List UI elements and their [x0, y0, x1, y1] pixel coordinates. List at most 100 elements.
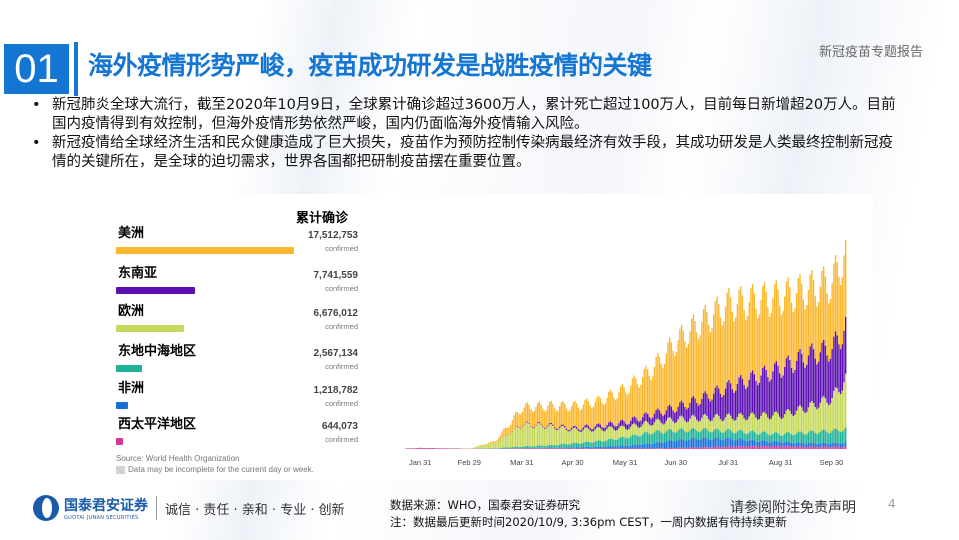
bar-3	[662, 424, 664, 434]
bar-4	[682, 402, 684, 418]
bar-4	[753, 374, 756, 415]
bar-0	[806, 447, 808, 449]
bar-2	[628, 437, 630, 446]
bar-5	[550, 401, 552, 423]
bar-3	[504, 435, 507, 448]
bar-4	[601, 426, 603, 431]
bar-4	[724, 388, 727, 418]
bar-5	[773, 284, 776, 364]
bar-2	[533, 446, 536, 449]
bar-3	[711, 420, 713, 433]
bar-1	[780, 442, 783, 447]
bar-5	[777, 290, 779, 366]
bar-0	[586, 448, 588, 449]
bar-1	[581, 447, 583, 449]
bar-3	[768, 419, 771, 436]
bar-2	[757, 434, 759, 442]
region-value: 6,676,012	[313, 308, 359, 319]
bar-2	[496, 448, 498, 449]
bar-3	[564, 427, 566, 444]
bar-5	[477, 445, 480, 447]
bar-5	[542, 408, 544, 427]
bar-4	[728, 379, 730, 414]
bar-1	[611, 446, 613, 449]
bar-0	[445, 448, 448, 449]
bar-1	[650, 444, 652, 449]
bar-0	[817, 447, 820, 449]
bar-4	[570, 428, 573, 430]
bar-0	[406, 448, 409, 449]
bar-2	[674, 432, 676, 442]
bar-4	[560, 424, 563, 427]
bar-1	[631, 444, 634, 449]
bar-5	[718, 304, 720, 389]
bar-4	[533, 426, 536, 428]
bar-0	[609, 448, 612, 449]
bar-2	[743, 432, 745, 441]
bar-5	[597, 395, 600, 424]
bar-1	[559, 447, 561, 449]
bar-5	[806, 305, 808, 365]
bar-5	[760, 300, 762, 376]
bar-3	[804, 413, 806, 435]
bar-2	[663, 433, 666, 443]
bar-5	[738, 289, 740, 378]
bar-0	[535, 448, 537, 449]
bar-1	[741, 439, 744, 447]
bar-2	[821, 429, 823, 443]
bar-0	[428, 448, 431, 449]
bar-4	[843, 330, 845, 383]
bar-0	[784, 446, 786, 449]
bar-0	[694, 447, 696, 449]
bar-0	[596, 448, 598, 449]
bar-2	[548, 444, 551, 448]
page-title: 海外疫情形势严峻，疫苗成功研发是战胜疫情的关键	[88, 51, 652, 80]
bar-4	[826, 355, 828, 403]
bar-3	[775, 411, 778, 433]
bar-2	[641, 434, 644, 445]
bar-1	[833, 442, 835, 447]
bar-3	[606, 428, 608, 441]
bar-2	[597, 440, 600, 447]
disclaimer-link[interactable]: 请参阅附注免责声明	[730, 500, 856, 516]
bar-5	[719, 317, 722, 394]
bar-1	[550, 447, 552, 449]
bar-0	[762, 446, 764, 449]
source-text: Source: World Health Organization	[116, 454, 240, 463]
bar-2	[567, 444, 569, 448]
bar-2	[523, 446, 525, 449]
confirmed-label: confirmed	[325, 244, 358, 253]
bar-2	[592, 442, 595, 448]
bar-1	[762, 440, 764, 447]
bar-4	[618, 423, 620, 429]
bar-5	[562, 401, 564, 425]
bar-5	[509, 424, 512, 434]
bar-4	[763, 365, 766, 412]
bar-2	[562, 443, 564, 448]
bar-4	[647, 413, 649, 423]
bar-2	[785, 432, 788, 442]
bar-2	[584, 441, 586, 447]
bar-0	[674, 448, 676, 449]
bar-3	[735, 419, 737, 434]
bar-1	[613, 446, 615, 449]
bar-4	[631, 417, 634, 425]
region-name: 东地中海地区	[118, 344, 197, 359]
bar-0	[564, 448, 566, 449]
bar-3	[782, 417, 784, 436]
bar-3	[824, 398, 827, 431]
bar-2	[677, 430, 679, 441]
bar-0	[687, 447, 690, 449]
bar-4	[817, 361, 820, 408]
bar-3	[528, 423, 530, 447]
bar-1	[706, 438, 708, 448]
bar-4	[655, 409, 657, 420]
bar-0	[785, 446, 788, 449]
bar-3	[696, 419, 698, 431]
bar-3	[655, 419, 657, 431]
bar-3	[707, 419, 710, 432]
bar-0	[801, 446, 803, 449]
bar-2	[773, 432, 776, 441]
bar-0	[633, 448, 635, 449]
bar-1	[817, 443, 820, 448]
